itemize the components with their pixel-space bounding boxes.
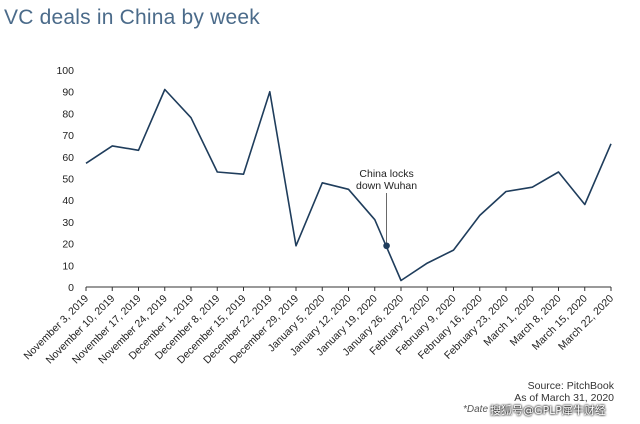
series-line bbox=[85, 88, 612, 282]
annotation-text: China locks bbox=[359, 168, 413, 180]
y-tick-label: 10 bbox=[62, 260, 74, 272]
watermark: 搜狐号@GPLP犀牛财经 bbox=[490, 404, 606, 417]
y-tick-label: 90 bbox=[62, 87, 74, 99]
y-tick-label: 40 bbox=[62, 195, 74, 207]
y-tick-label: 100 bbox=[56, 65, 74, 77]
y-tick-label: 80 bbox=[62, 108, 74, 120]
annotation-text: down Wuhan bbox=[356, 180, 417, 192]
date-line: As of March 31, 2020 bbox=[514, 392, 614, 404]
y-tick-label: 20 bbox=[62, 239, 74, 251]
footnote: *Date bbox=[463, 404, 489, 415]
y-tick-label: 0 bbox=[68, 282, 74, 294]
y-tick-label: 50 bbox=[62, 174, 74, 186]
y-tick-label: 30 bbox=[62, 217, 74, 229]
source-line: Source: PitchBook bbox=[527, 380, 614, 392]
annotation-marker bbox=[383, 242, 390, 250]
y-axis: 0 10 20 30 40 50 60 70 80 90 100 bbox=[56, 65, 74, 294]
chart-title: VC deals in China by week bbox=[4, 6, 260, 29]
series-layer bbox=[85, 88, 612, 282]
source-block: Source: PitchBook As of March 31, 2020 bbox=[514, 380, 614, 404]
y-tick-label: 70 bbox=[62, 130, 74, 142]
y-tick-label: 60 bbox=[62, 152, 74, 164]
